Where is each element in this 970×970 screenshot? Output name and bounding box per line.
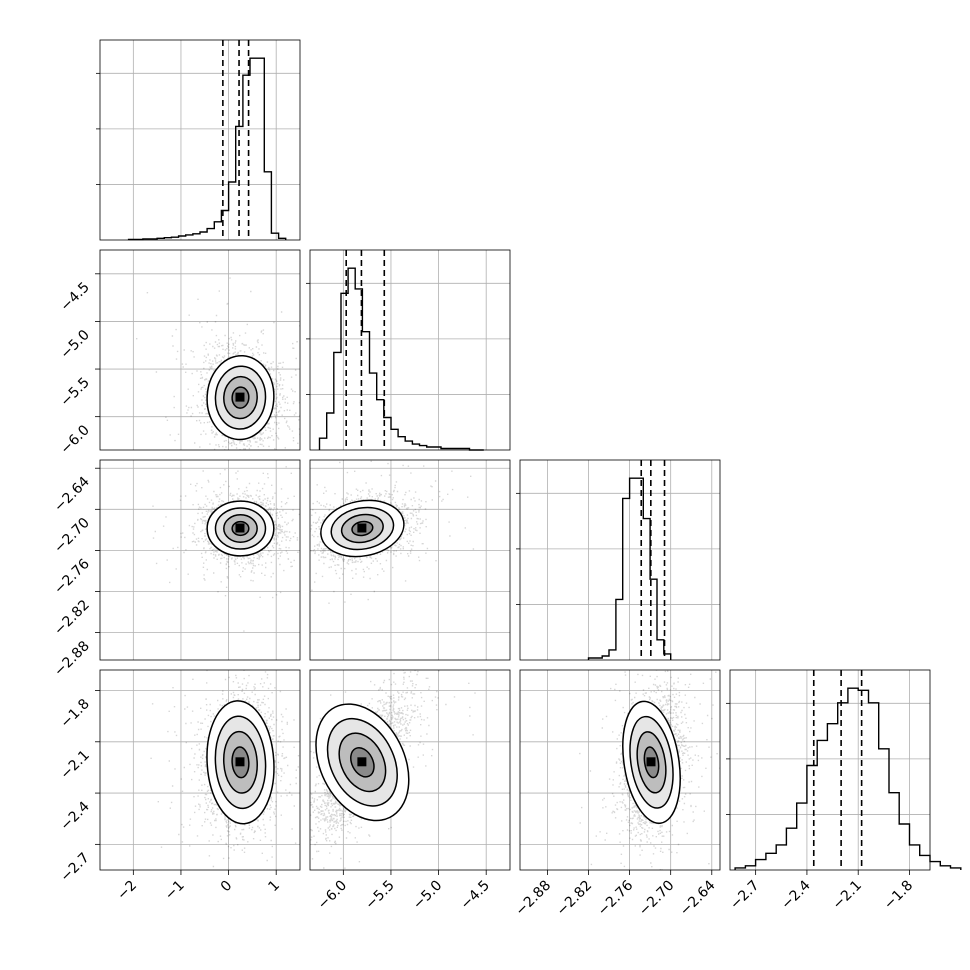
x-tick-label: −4.5 — [458, 878, 493, 913]
x-tick-label: −2.7 — [727, 878, 762, 913]
x-tick-label: −2.88 — [513, 878, 555, 920]
y-tick-label: −2.64 — [51, 474, 93, 516]
panel-frame — [519, 459, 721, 661]
sample-points — [579, 670, 720, 870]
x-tick-label: −2 — [114, 878, 140, 904]
histogram-bars — [127, 57, 287, 241]
panel-frame — [99, 669, 301, 871]
histogram-bars — [734, 687, 962, 870]
sample-points — [310, 460, 475, 604]
sample-points — [310, 670, 476, 869]
panel-frame — [519, 669, 721, 871]
x-tick-label: −1 — [162, 878, 188, 904]
histogram-2 — [516, 459, 721, 661]
panel-frame — [729, 669, 931, 871]
x-tick-label: 0 — [218, 878, 236, 896]
panel-2-0 — [99, 459, 301, 661]
x-tick-label: −6.0 — [315, 878, 350, 913]
density-peak — [357, 523, 367, 533]
sample-points — [150, 670, 300, 868]
panel-3-1 — [309, 669, 511, 871]
x-tick-label: −2.82 — [554, 878, 596, 920]
panel-3-0 — [99, 669, 301, 871]
y-tick-label: −2.76 — [51, 556, 93, 598]
y-tick-label: −5.5 — [57, 375, 92, 410]
y-tick-label: −2.88 — [51, 638, 93, 680]
panel-2-1 — [309, 459, 511, 661]
sample-points — [136, 277, 300, 450]
histogram-0 — [96, 39, 301, 241]
y-tick-label: −2.82 — [51, 597, 93, 639]
x-tick-label: −2.1 — [830, 878, 865, 913]
y-tick-label: −2.4 — [57, 799, 92, 834]
y-tick-label: −4.5 — [57, 279, 92, 314]
sample-points — [152, 466, 300, 632]
x-tick-label: −5.0 — [410, 878, 445, 913]
x-tick-label: −2.4 — [778, 877, 813, 912]
density-peak — [235, 523, 245, 533]
x-tick-label: −2.70 — [636, 878, 678, 920]
x-tick-label: 1 — [265, 878, 283, 896]
density-peak — [235, 757, 245, 767]
y-tick-label: −2.1 — [57, 747, 92, 782]
panel-frame — [309, 669, 511, 871]
density-peak — [357, 757, 367, 767]
histogram-bars — [318, 267, 484, 451]
histogram-bars — [587, 477, 672, 660]
x-tick-label: −2.76 — [595, 877, 637, 919]
x-tick-label: −2.64 — [677, 877, 719, 919]
y-tick-label: −1.8 — [57, 696, 92, 731]
panel-frame — [99, 39, 301, 241]
density-peak — [235, 392, 245, 402]
panel-frame — [99, 459, 301, 661]
y-tick-label: −2.7 — [57, 850, 92, 885]
x-tick-label: −5.5 — [362, 878, 397, 913]
panel-3-2 — [519, 669, 721, 871]
panel-frame — [309, 249, 511, 451]
histogram-3 — [726, 669, 962, 871]
panel-frame — [309, 459, 511, 661]
density-peak — [646, 757, 656, 767]
panel-frame — [99, 249, 301, 451]
y-tick-label: −2.70 — [51, 515, 93, 557]
panel-1-0 — [99, 249, 301, 451]
y-tick-label: −5.0 — [57, 327, 92, 362]
x-tick-label: −1.8 — [881, 878, 916, 913]
histogram-1 — [306, 249, 511, 451]
y-tick-label: −6.0 — [57, 422, 92, 457]
